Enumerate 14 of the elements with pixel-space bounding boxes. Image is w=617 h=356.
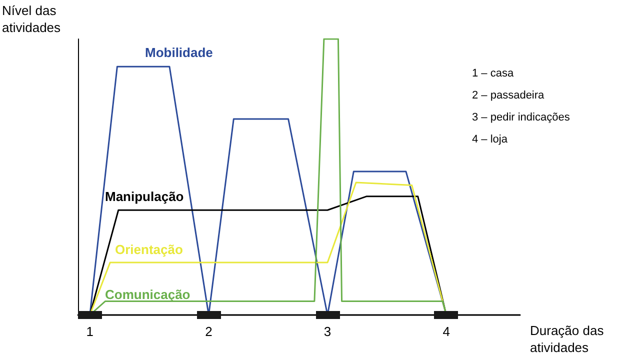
series-label: Orientação xyxy=(115,242,183,257)
x-tick-label: 2 xyxy=(205,324,212,339)
x-tick-label: 4 xyxy=(442,324,450,339)
series-label: Comunicação xyxy=(105,287,190,302)
annotation: 4 – loja xyxy=(472,134,508,146)
y-axis-title: Nível das atividades xyxy=(2,3,62,35)
x-tick-label: 3 xyxy=(324,324,332,339)
annotation: 2 – passadeira xyxy=(472,90,546,102)
annotation: 1 – casa xyxy=(472,68,514,80)
series-label: Mobilidade xyxy=(145,45,213,60)
annotation: 3 – pedir indicações xyxy=(472,112,570,124)
x-tick-label: 1 xyxy=(86,324,94,339)
series-label: Manipulação xyxy=(105,189,184,204)
x-axis-title: Duração das atividades xyxy=(530,323,604,355)
